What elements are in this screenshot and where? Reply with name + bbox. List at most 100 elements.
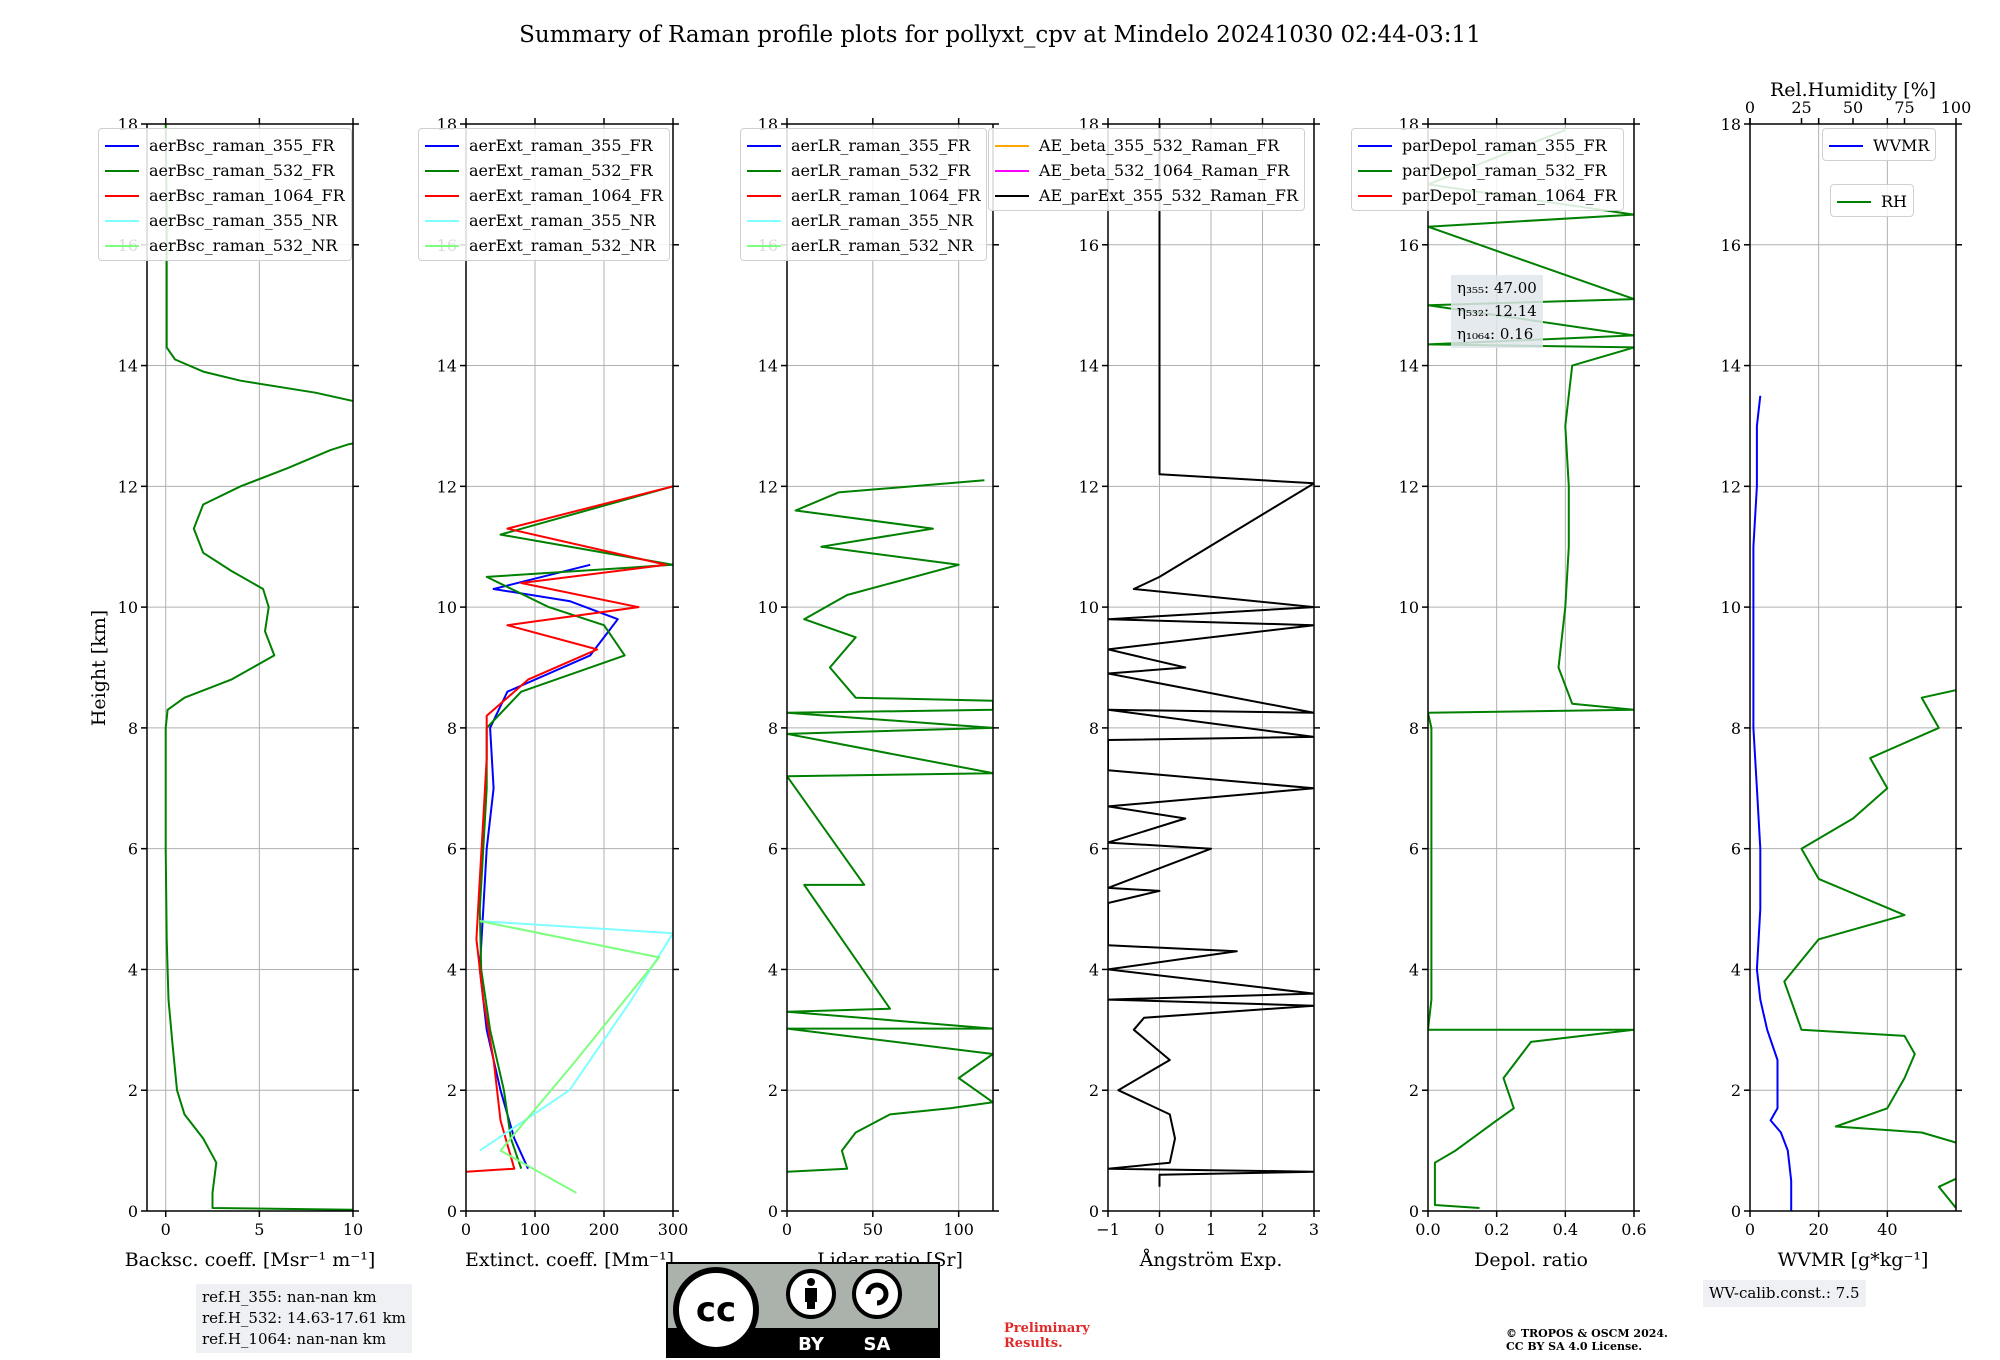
copyright-notice: © TROPOS & OSCM 2024. CC BY SA 4.0 Licen… (1506, 1327, 1668, 1353)
y-tick-label: 0 (1731, 1202, 1741, 1221)
eta-532: η₅₃₂: 12.14 (1457, 302, 1537, 320)
x-tick-label: 1 (1206, 1220, 1216, 1239)
legend-swatch (747, 219, 781, 222)
legend-swatch (1358, 169, 1392, 172)
y-tick-label: 6 (768, 840, 778, 859)
legend-swatch (105, 219, 139, 222)
y-tick-label: 0 (1089, 1202, 1099, 1221)
y-tick-label: 12 (1721, 477, 1741, 496)
legend-entry: AE_beta_532_1064_Raman_FR (995, 158, 1298, 183)
legend-swatch (425, 169, 459, 172)
y-tick-label: 4 (1089, 960, 1099, 979)
y-tick-label: 10 (758, 598, 778, 617)
legend-swatch (1358, 194, 1392, 197)
legend-rh: RH (1830, 184, 1914, 217)
legend-label: aerBsc_raman_355_FR (149, 136, 335, 155)
y-tick-label: 0 (768, 1202, 778, 1221)
y-tick-label: 10 (437, 598, 457, 617)
series-WVMR (1752, 395, 1793, 1211)
legend-swatch (105, 244, 139, 247)
y-tick-label: 4 (128, 960, 138, 979)
legend-entry: parDepol_raman_532_FR (1358, 158, 1617, 183)
legend-entry: aerLR_raman_355_FR (747, 133, 980, 158)
legend-entry: RH (1837, 189, 1907, 214)
y-tick-label: 8 (1089, 719, 1099, 738)
y-tick-label: 8 (768, 719, 778, 738)
y-tick-label: 6 (1409, 840, 1419, 859)
x2-tick-label: 50 (1843, 98, 1863, 117)
cc-by-sa-badge: cc BY SA (666, 1262, 940, 1358)
by-label: BY (798, 1334, 825, 1355)
y-tick-label: 14 (118, 357, 138, 376)
y-tick-label: 2 (128, 1081, 138, 1100)
x2-tick-label: 75 (1894, 98, 1914, 117)
legend-entry: AE_parExt_355_532_Raman_FR (995, 183, 1298, 208)
legend-label: aerBsc_raman_532_FR (149, 161, 335, 180)
series-AE_parExt_355_532_Raman_FR (1108, 124, 1314, 1187)
legend-entry: aerBsc_raman_355_NR (105, 208, 345, 233)
legend-depol: parDepol_raman_355_FR parDepol_raman_532_… (1351, 128, 1624, 211)
legend-entry: aerExt_raman_355_FR (425, 133, 663, 158)
x-tick-label: 0 (1154, 1220, 1164, 1239)
y-tick-label: 12 (1399, 477, 1419, 496)
legend-entry: aerLR_raman_1064_FR (747, 183, 980, 208)
legend-label: aerExt_raman_532_FR (469, 161, 653, 180)
y-tick-label: 14 (1079, 357, 1099, 376)
y-tick-label: 12 (437, 477, 457, 496)
legend-label: RH (1881, 192, 1907, 211)
x-tick-label: 0 (161, 1220, 171, 1239)
series-aerExt_raman_532_FR (478, 485, 673, 1170)
y-tick-label: 2 (1409, 1081, 1419, 1100)
legend-entry: AE_beta_355_532_Raman_FR (995, 133, 1298, 158)
legend-label: aerExt_raman_355_FR (469, 136, 653, 155)
legend-entry: aerBsc_raman_532_NR (105, 233, 345, 258)
y-tick-label: 14 (758, 357, 778, 376)
legend-swatch (105, 194, 139, 197)
legend-entry: parDepol_raman_1064_FR (1358, 183, 1617, 208)
y-tick-label: 0 (128, 1202, 138, 1221)
legend-swatch (995, 169, 1029, 172)
y-tick-label: 6 (1089, 840, 1099, 859)
x-tick-label: 0.2 (1484, 1220, 1509, 1239)
x-axis-label: Extinct. coeff. [Mm⁻¹] (465, 1249, 674, 1271)
x-tick-label: 0 (1745, 1220, 1755, 1239)
x2-axis-label: Rel.Humidity [%] (1770, 79, 1936, 101)
x-tick-label: 0.4 (1553, 1220, 1578, 1239)
by-person-icon (807, 1278, 815, 1286)
legend-extinction: aerExt_raman_355_FR aerExt_raman_532_FR ae… (418, 128, 670, 261)
x-axis-label: WVMR [g*kg⁻¹] (1778, 1249, 1929, 1271)
x-axis-label: Backsc. coeff. [Msr⁻¹ m⁻¹] (125, 1249, 376, 1271)
y-tick-label: 8 (447, 719, 457, 738)
x-tick-label: 0.6 (1621, 1220, 1646, 1239)
y-tick-label: 10 (1399, 598, 1419, 617)
y-tick-label: 16 (1721, 236, 1741, 255)
x-tick-label: 100 (943, 1220, 974, 1239)
x-tick-label: 3 (1309, 1220, 1319, 1239)
x-tick-label: 0 (782, 1220, 792, 1239)
y-tick-label: 2 (1731, 1081, 1741, 1100)
eta-1064: η₁₀₆₄: 0.16 (1457, 325, 1534, 343)
legend-label: AE_beta_355_532_Raman_FR (1039, 136, 1280, 155)
y-tick-label: 2 (447, 1081, 457, 1100)
y-tick-label: 4 (1731, 960, 1741, 979)
legend-entry: aerLR_raman_532_FR (747, 158, 980, 183)
eta-355: η₃₅₅: 47.00 (1457, 279, 1537, 297)
legend-swatch (1358, 144, 1392, 147)
legend-label: aerLR_raman_1064_FR (791, 186, 981, 205)
y-tick-label: 10 (118, 598, 138, 617)
panel-1: 0246810121416180100200300Extinct. coeff.… (437, 115, 689, 1271)
y-tick-label: 14 (1399, 357, 1419, 376)
y-tick-label: 16 (1079, 236, 1099, 255)
y-tick-label: 10 (1721, 598, 1741, 617)
legend-swatch (425, 244, 459, 247)
x-tick-label: 0 (461, 1220, 471, 1239)
y-tick-label: 6 (1731, 840, 1741, 859)
y-tick-label: 6 (447, 840, 457, 859)
x-tick-label: 100 (520, 1220, 551, 1239)
x2-tick-label: 0 (1745, 98, 1755, 117)
series-aerExt_raman_355_FR (478, 563, 619, 1170)
x-tick-label: 5 (254, 1220, 264, 1239)
